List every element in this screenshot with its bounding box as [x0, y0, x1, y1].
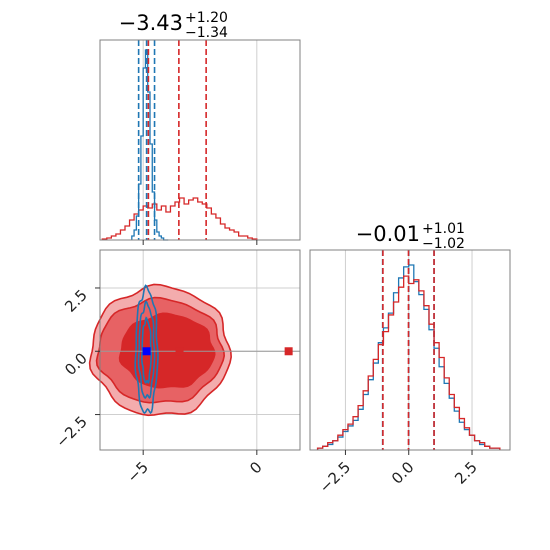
- tick-label-param2-x-0: −2.5: [316, 458, 354, 496]
- tick-label-param2-y-1: 0.0: [61, 349, 91, 379]
- tick-label-param2-y-0: 2.5: [61, 286, 91, 316]
- tick-label-param2-x-2: 2.5: [451, 458, 481, 488]
- histogram-param1-panel: [99, 39, 301, 241]
- title-param2-plus: +1.01: [422, 221, 465, 237]
- scatter-2d-panel: [88, 249, 301, 451]
- histogram-param2-panel: [309, 249, 511, 451]
- title-param1-minus: −1.34: [185, 25, 228, 41]
- histogram-param1-frame: [99, 39, 301, 241]
- tick-label-param2-x-1: 0.0: [388, 458, 418, 488]
- title-param2-minus: −1.02: [422, 236, 465, 252]
- title-param1: −3.43 +1.20 −1.34: [119, 10, 228, 41]
- marker-red-2: [284, 347, 293, 356]
- tick-label-param1-x-1: 0: [246, 458, 265, 477]
- marker-red-1: [175, 347, 184, 356]
- histogram-param2-red: [316, 275, 501, 450]
- title-param1-plus: +1.20: [185, 10, 228, 26]
- title-param1-median: −3.43: [119, 11, 183, 35]
- tick-label-param1-x-0: −5: [124, 458, 152, 486]
- histogram-param1-blue: [131, 49, 169, 241]
- title-param2-median: −0.01: [356, 222, 420, 246]
- tick-label-param2-y-2: −2.5: [52, 413, 90, 451]
- scatter-2d-frame: [99, 249, 301, 451]
- title-param2: −0.01 +1.01 −1.02: [356, 221, 465, 252]
- marker-blue-0: [142, 347, 151, 356]
- histogram-param2-frame: [309, 249, 511, 451]
